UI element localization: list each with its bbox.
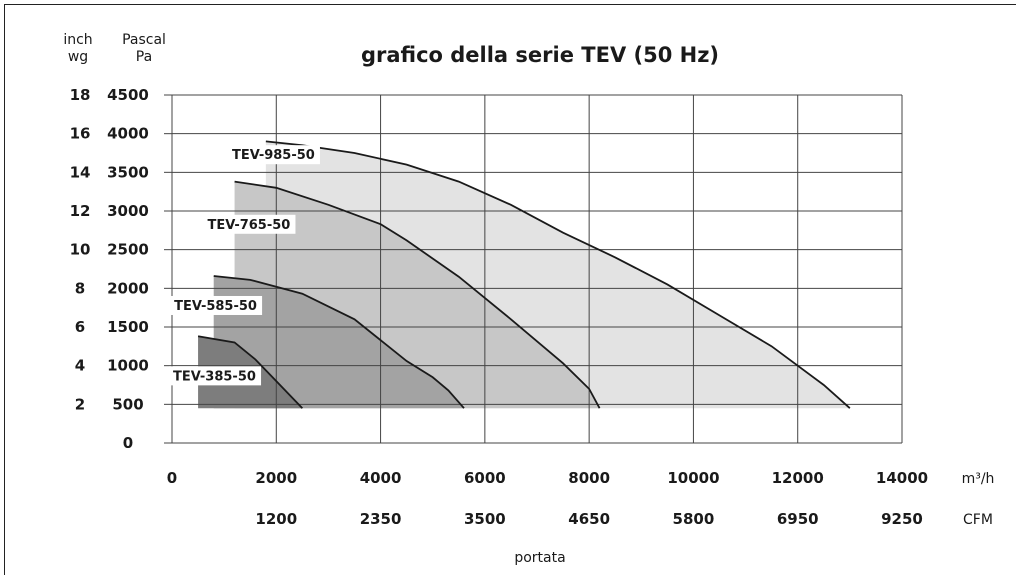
series-label-tev-985-50: TEV-985-50 [232,148,315,163]
y-tick-label-inchwg: 14 [70,163,91,181]
x-tick-label-m3h: 6000 [464,469,506,487]
curve-tev-765-50 [234,180,601,409]
inchwg-header-2: wg [68,49,88,65]
series-label-bg [203,214,296,234]
x-tick-label-m3h: 10000 [667,469,719,487]
series-label-bg [227,145,320,165]
series-label-bg [170,295,263,315]
series-areas [198,141,850,409]
x-tick-label-m3h: 12000 [772,469,824,487]
y-tick-label-pa: 2500 [107,241,149,259]
series-labels: TEV-985-50 TEV-765-50 TEV-585-50 TEV-385-50 [169,145,320,386]
inchwg-header-1: inch [63,32,92,48]
x-tick-label-m3h: 14000 [876,469,928,487]
y-tick-label-pa: 1500 [107,318,149,336]
x-tick-label-cfm: 3500 [464,510,506,528]
series-label-tev-585-50: TEV-585-50 [174,299,257,314]
tick-labels: 4500 4000 3500 3000 2500 2000 1500 1000 500 0 18 16… [70,86,929,528]
x-tick-label-m3h: 4000 [360,469,402,487]
x-tick-label-m3h: 0 [167,469,177,487]
y-tick-label-pa: 4500 [107,86,149,104]
chart-title: grafico della serie TEV (50 Hz) [361,43,719,67]
series-curves [197,140,851,409]
series-label-bg [169,366,262,386]
curve-tev-585-50 [213,275,465,409]
curve-tev-985-50 [265,140,851,409]
series-label-tev-385-50: TEV-385-50 [173,369,256,384]
x-unit-cfm: CFM [963,512,993,528]
x-tick-label-cfm: 1200 [255,510,297,528]
y-tick-label-pa: 2000 [107,279,149,297]
y-tick-label-pa: 1000 [107,357,149,375]
pascal-header-1: Pascal [122,32,166,48]
y-tick-label-inchwg: 16 [70,125,91,143]
grid [164,94,903,444]
y-tick-label-pa: 4000 [107,125,149,143]
y-tick-label-inchwg: 8 [75,279,85,297]
chart-frame [4,4,1016,575]
y-tick-label-inchwg: 10 [70,241,91,259]
y-tick-label-pa: 500 [112,395,143,413]
y-tick-label-inchwg: 2 [75,395,85,413]
x-tick-label-cfm: 4650 [568,510,610,528]
series-label-tev-765-50: TEV-765-50 [207,218,290,233]
pascal-header-2: Pa [136,49,152,65]
x-tick-label-m3h: 8000 [568,469,610,487]
x-axis-label: portata [514,550,565,566]
y-tick-label-pa: 3500 [107,163,149,181]
x-tick-label-cfm: 9250 [881,510,923,528]
y-tick-label-inchwg: 18 [70,86,91,104]
curve-tev-385-50 [197,335,304,409]
x-tick-label-cfm: 2350 [360,510,402,528]
y-tick-label-inchwg: 4 [75,357,85,375]
y-tick-label-pa: 0 [123,434,133,452]
x-tick-label-m3h: 2000 [255,469,297,487]
y-tick-label-inchwg: 6 [75,318,85,336]
y-tick-label-pa: 3000 [107,202,149,220]
x-tick-label-cfm: 5800 [673,510,715,528]
x-unit-m3h: m³/h [962,471,995,487]
y-tick-label-inchwg: 12 [70,202,91,220]
x-tick-label-cfm: 6950 [777,510,819,528]
